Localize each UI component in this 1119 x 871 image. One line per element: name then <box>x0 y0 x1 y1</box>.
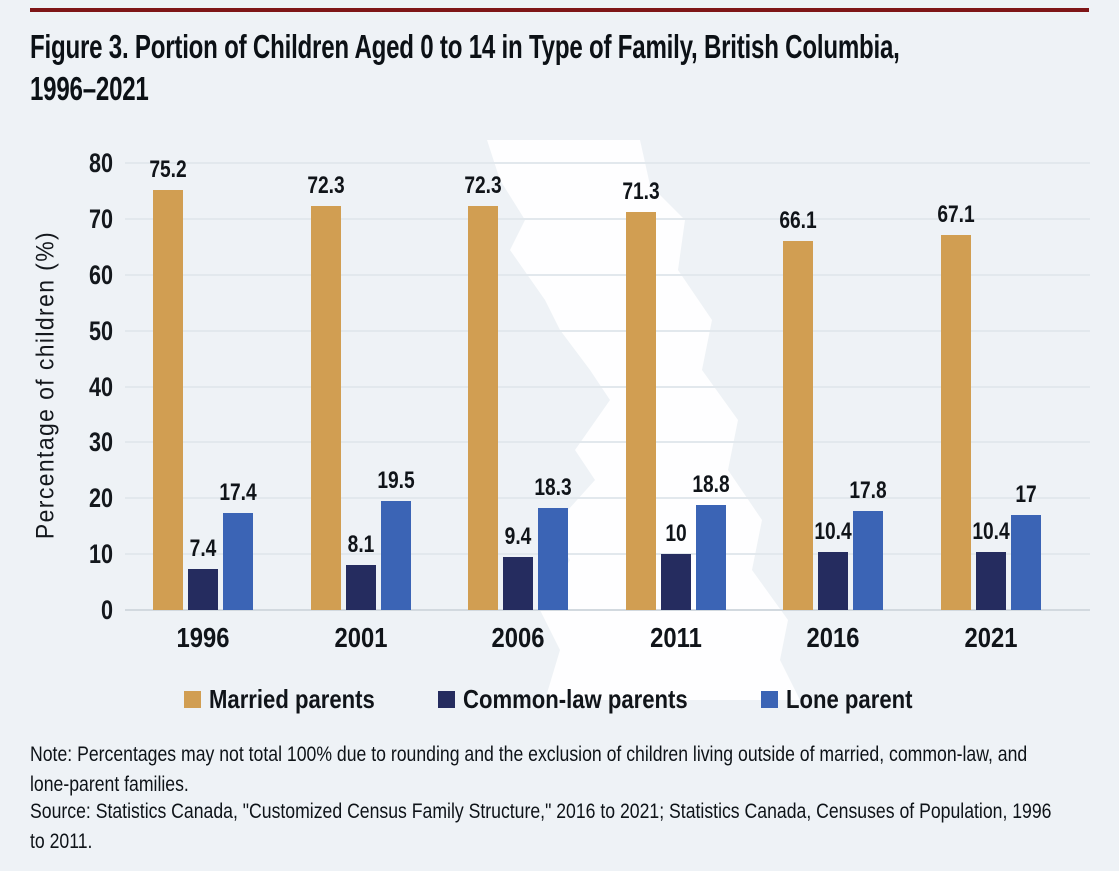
bar-groups-layer: 75.2 7.4 17.4 1996 72.3 8.1 19.5 2001 72.3 9.4 18.… <box>125 156 1090 653</box>
bar-value-label-common-law-parents-1996: 7.4 <box>189 534 217 562</box>
y-axis-ticks: 0 10 20 30 40 50 60 70 80 <box>0 148 113 625</box>
gridline-60 <box>125 273 1090 276</box>
figure-note-line2: lone-parent families. <box>30 773 189 796</box>
bar-value-label-common-law-parents-2006: 9.4 <box>504 523 532 551</box>
bar-common-law-parents-2011: 10 <box>660 520 691 610</box>
bar-lone-parent-2001: 19.5 <box>377 467 414 610</box>
legend-label-lone-parent: Lone parent <box>786 684 913 714</box>
bar-married-parents-2016: 66.1 <box>780 207 817 610</box>
bar-lone-parent-2016: 17.8 <box>850 477 887 610</box>
y-tick-label-20: 20 <box>88 483 113 514</box>
bar-lone-parent-2021: 17 <box>1010 481 1041 610</box>
gridline-20 <box>125 497 1090 500</box>
bar-group-2016: 66.1 10.4 17.8 2016 <box>780 207 887 653</box>
figure-note: Note: Percentages may not total 100% due… <box>30 740 1115 800</box>
bar-value-label-lone-parent-2006: 18.3 <box>534 473 572 501</box>
gridline-0 <box>125 609 1090 611</box>
legend-swatch-lone-parent <box>761 691 779 708</box>
legend-swatch-married-parents <box>183 691 201 708</box>
bar-value-label-married-parents-2011: 71.3 <box>622 177 660 205</box>
bar-married-parents-2001: 72.3 <box>307 172 344 610</box>
y-tick-label-40: 40 <box>88 371 113 402</box>
y-tick-label-70: 70 <box>88 203 113 234</box>
bar-value-label-lone-parent-2011: 18.8 <box>692 470 730 498</box>
bar-group-2021: 67.1 10.4 17 2021 <box>937 201 1041 653</box>
bar-married-parents-2011: 71.3 <box>622 178 659 610</box>
legend-item-common-law-parents: Common-law parents <box>437 684 727 715</box>
y-tick-label-30: 30 <box>88 427 113 458</box>
bar-value-label-lone-parent-2016: 17.8 <box>849 476 888 504</box>
bar-group-1996: 75.2 7.4 17.4 1996 <box>149 156 257 653</box>
y-tick-label-10: 10 <box>88 539 113 570</box>
y-tick-label-60: 60 <box>88 259 113 290</box>
bar-value-label-lone-parent-2021: 17 <box>1015 481 1037 509</box>
bar-value-label-common-law-parents-2016: 10.4 <box>814 517 853 545</box>
figure-note-line1: Note: Percentages may not total 100% due… <box>30 743 1028 766</box>
gridline-70 <box>125 217 1090 220</box>
bar-value-label-common-law-parents-2001: 8.1 <box>347 530 374 558</box>
x-axis-label-2011: 2011 <box>649 622 702 653</box>
legend-label-common-law-parents: Common-law parents <box>462 684 688 714</box>
gridline-10 <box>125 553 1090 556</box>
chart-legend: Married parents Common-law parents Lone … <box>0 684 1119 715</box>
bar-common-law-parents-2006: 9.4 <box>503 523 534 610</box>
bar-value-label-married-parents-2001: 72.3 <box>306 172 345 200</box>
top-accent-rule <box>30 8 1089 12</box>
gridline-30 <box>125 441 1090 444</box>
figure-title: Figure 3. Portion of Children Aged 0 to … <box>30 26 1110 110</box>
figure-source-line2: to 2011. <box>30 830 93 853</box>
y-tick-label-0: 0 <box>100 595 113 625</box>
bar-group-2006: 72.3 9.4 18.3 2006 <box>465 172 572 653</box>
y-tick-label-80: 80 <box>88 148 113 178</box>
bar-common-law-parents-2001: 8.1 <box>345 531 376 610</box>
bar-group-2011: 71.3 10 18.8 2011 <box>622 178 729 653</box>
bar-value-label-lone-parent-2001: 19.5 <box>376 467 415 495</box>
gridline-80 <box>125 162 1090 164</box>
bar-value-label-married-parents-1996: 75.2 <box>149 155 187 183</box>
x-axis-label-2006: 2006 <box>491 622 545 653</box>
bar-value-label-married-parents-2021: 67.1 <box>937 201 975 229</box>
bar-value-label-married-parents-2006: 72.3 <box>464 172 502 200</box>
bar-value-label-common-law-parents-2021: 10.4 <box>972 517 1010 545</box>
plot-area: 75.2 7.4 17.4 1996 72.3 8.1 19.5 2001 72.3 9.4 18.… <box>125 156 1090 653</box>
bar-lone-parent-1996: 17.4 <box>219 479 257 610</box>
bar-common-law-parents-1996: 7.4 <box>188 535 218 610</box>
x-axis-label-2021: 2021 <box>964 622 1018 653</box>
bar-common-law-parents-2021: 10.4 <box>972 518 1010 610</box>
legend-item-lone-parent: Lone parent <box>761 684 935 715</box>
bar-group-2001: 72.3 8.1 19.5 2001 <box>307 172 414 653</box>
gridlines-layer <box>125 162 1090 611</box>
x-axis-label-1996: 1996 <box>176 622 230 653</box>
figure-title-line2: 1996–2021 <box>30 70 149 107</box>
x-axis-label-2001: 2001 <box>334 622 388 653</box>
bar-married-parents-2021: 67.1 <box>937 201 975 610</box>
bar-common-law-parents-2016: 10.4 <box>815 518 852 610</box>
bar-married-parents-1996: 75.2 <box>149 156 187 610</box>
bar-value-label-lone-parent-1996: 17.4 <box>219 478 257 506</box>
bar-married-parents-2006: 72.3 <box>465 172 502 610</box>
x-axis-label-2016: 2016 <box>806 622 860 653</box>
figure-title-line1: Figure 3. Portion of Children Aged 0 to … <box>30 28 900 65</box>
gridline-50 <box>125 329 1090 332</box>
legend-item-married-parents: Married parents <box>183 684 404 715</box>
figure-source: Source: Statistics Canada, "Customized C… <box>30 797 1115 857</box>
bar-value-label-common-law-parents-2011: 10 <box>665 520 687 548</box>
bar-value-label-married-parents-2016: 66.1 <box>779 206 818 234</box>
y-tick-label-50: 50 <box>88 315 113 346</box>
figure-source-line1: Source: Statistics Canada, "Customized C… <box>30 800 1052 823</box>
bar-lone-parent-2011: 18.8 <box>692 471 729 610</box>
legend-swatch-common-law-parents <box>437 691 455 708</box>
bar-lone-parent-2006: 18.3 <box>535 474 572 610</box>
gridline-40 <box>125 385 1090 388</box>
legend-label-married-parents: Married parents <box>208 684 375 714</box>
